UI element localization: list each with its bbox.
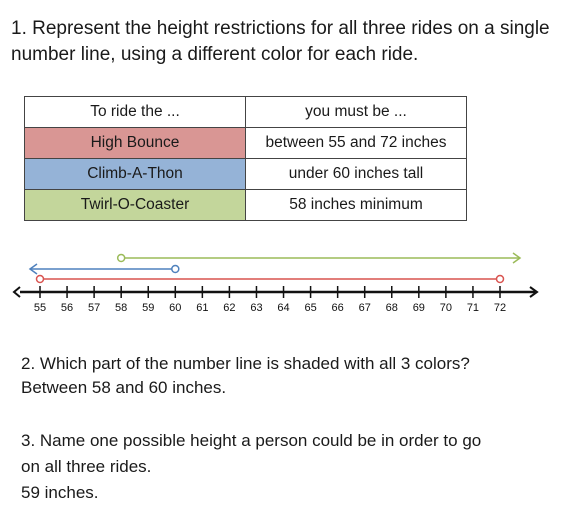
- axis-right-arrow: [529, 286, 539, 298]
- table-header-row: To ride the ... you must be ...: [24, 96, 467, 128]
- number-line-tick-label: 55: [34, 302, 46, 314]
- number-line-tick-label: 68: [386, 302, 398, 314]
- number-line-tick-label: 64: [277, 302, 289, 314]
- segment-twirl-o-coaster-open-start: [116, 253, 126, 263]
- number-line: 55 56 57 58 59 60 61 62 63 64 65 66 67 68 69 70 71 72: [12, 252, 539, 314]
- number-line-tick-label: 65: [304, 302, 316, 314]
- number-line-tick-label: 70: [440, 302, 452, 314]
- number-line-tick-label: 60: [169, 302, 181, 314]
- number-line-tick-label: 72: [494, 302, 506, 314]
- table-row: Climb-A-Thon under 60 inches tall: [24, 158, 467, 190]
- table-row: Twirl-O-Coaster 58 inches minimum: [24, 189, 467, 221]
- ride-name-climb-a-thon: Climb-A-Thon: [24, 158, 246, 190]
- number-line-tick-label: 67: [359, 302, 371, 314]
- number-line-tick-label: 62: [223, 302, 235, 314]
- question-3-answer: 59 inches.: [21, 483, 99, 502]
- height-restrictions-table: To ride the ... you must be ... High Bou…: [24, 96, 467, 221]
- ride-name-twirl-o-coaster: Twirl-O-Coaster: [24, 189, 246, 221]
- number-line-tick-label: 58: [115, 302, 127, 314]
- axis-left-arrow: [12, 286, 21, 298]
- question-3-line-2: on all three rides.: [21, 457, 152, 476]
- question-2: 2. Which part of the number line is shad…: [21, 352, 571, 400]
- segment-climb-a-thon-left-arrow: [28, 263, 38, 275]
- table-header-rule: you must be ...: [245, 96, 467, 128]
- question-2-answer: Between 58 and 60 inches.: [21, 378, 227, 397]
- segment-twirl-o-coaster-right-arrow: [512, 252, 522, 264]
- number-line-tick-label: 66: [332, 302, 344, 314]
- question-1: 1. Represent the height restrictions for…: [11, 16, 577, 68]
- ride-rule-climb-a-thon: under 60 inches tall: [245, 158, 467, 190]
- ride-name-high-bounce: High Bounce: [24, 127, 246, 159]
- number-line-tick-label: 69: [413, 302, 425, 314]
- number-line-tick-label: 57: [88, 302, 100, 314]
- number-line-tick-label: 61: [196, 302, 208, 314]
- question-1-line-2: number line, using a different color for…: [11, 44, 419, 65]
- segment-high-bounce-open-end: [495, 274, 505, 284]
- ride-rule-twirl-o-coaster: 58 inches minimum: [245, 189, 467, 221]
- ride-rule-high-bounce: between 55 and 72 inches: [245, 127, 467, 159]
- segment-high-bounce-open-start: [35, 274, 45, 284]
- table-row: High Bounce between 55 and 72 inches: [24, 127, 467, 159]
- question-3-line-1: 3. Name one possible height a person cou…: [21, 431, 482, 450]
- question-3: 3. Name one possible height a person cou…: [21, 428, 571, 506]
- question-2-text: 2. Which part of the number line is shad…: [21, 354, 470, 373]
- table-header-ride: To ride the ...: [24, 96, 246, 128]
- segment-climb-a-thon-open-end: [171, 264, 180, 274]
- number-line-tick-label: 63: [250, 302, 262, 314]
- number-line-tick-label: 59: [142, 302, 154, 314]
- question-1-line-1: 1. Represent the height restrictions for…: [11, 18, 550, 39]
- number-line-tick-label: 56: [61, 302, 73, 314]
- number-line-tick-label: 71: [467, 302, 479, 314]
